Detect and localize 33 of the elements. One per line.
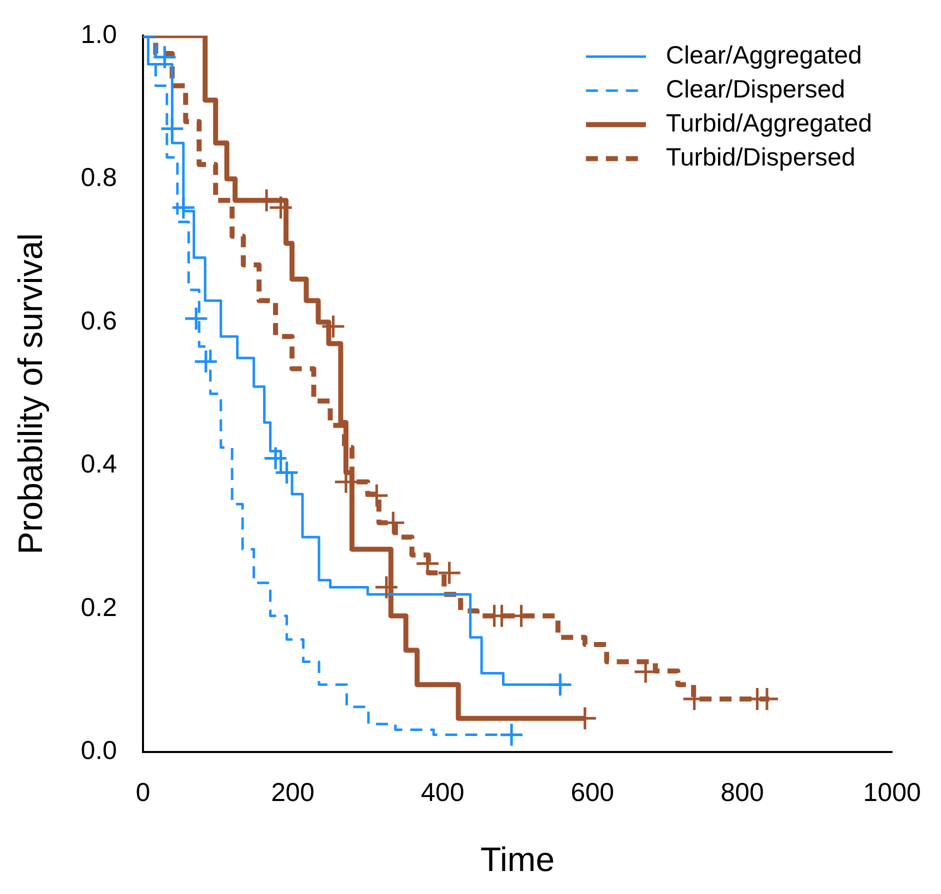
y-tick-label: 0.4: [80, 448, 117, 479]
x-axis-title: Time: [480, 840, 555, 879]
point: [322, 315, 344, 338]
point: [276, 462, 298, 484]
legend-label: Turbid/Dispersed: [666, 143, 856, 172]
legend-label: Clear/Dispersed: [666, 75, 846, 104]
point: [270, 196, 292, 219]
y-tick-label: 0.2: [80, 592, 117, 622]
x-tick-label: 1000: [863, 776, 921, 807]
y-axis-title: Probability of survival: [12, 233, 50, 554]
point: [549, 674, 572, 696]
x-tick-label: 600: [570, 776, 614, 807]
legend-label: Clear/Aggregated: [666, 41, 862, 70]
y-tick-label: 0.0: [80, 735, 117, 766]
y-tick-label: 1.0: [80, 18, 117, 49]
point: [366, 484, 388, 507]
point: [172, 196, 194, 219]
x-tick-label: 200: [271, 776, 314, 807]
point: [194, 350, 217, 373]
point: [264, 447, 287, 470]
point: [185, 308, 208, 330]
point: [416, 552, 439, 575]
y-tick-label: 0.6: [80, 305, 117, 336]
x-tick-label: 800: [720, 776, 764, 807]
x-tick-label: 400: [420, 776, 464, 807]
point: [161, 118, 184, 140]
point: [375, 576, 398, 598]
point: [154, 46, 176, 68]
point: [438, 562, 460, 584]
legend-label: Turbid/Aggregated: [666, 109, 872, 138]
x-tick-label: 0: [136, 776, 150, 807]
point: [500, 724, 523, 746]
y-tick-label: 0.8: [80, 162, 117, 192]
